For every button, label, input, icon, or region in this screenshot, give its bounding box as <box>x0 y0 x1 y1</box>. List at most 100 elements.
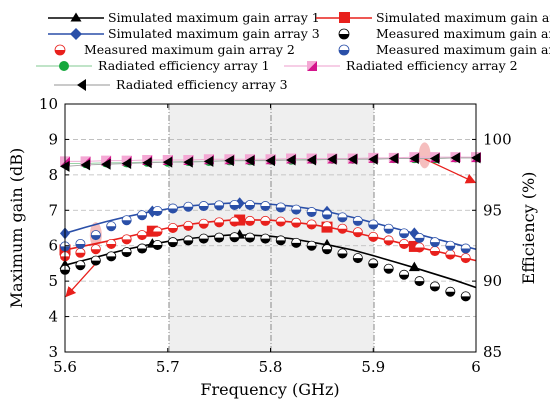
eff-marker-left-triangle <box>162 156 173 168</box>
y-left-tick-label: 4 <box>48 308 58 326</box>
legend-item-eff-3: Radiated efficiency array 3 <box>54 77 288 92</box>
eff-marker-left-triangle <box>388 153 399 165</box>
meas-marker-fill <box>183 206 193 212</box>
gridlines <box>65 139 476 317</box>
highlight-ellipse <box>418 142 431 169</box>
y-axis-right-label: Efficiency (%) <box>519 172 538 285</box>
legend-label: Simulated maximum gain array 3 <box>108 26 320 41</box>
meas-marker-fill <box>276 221 286 227</box>
meas-marker-fill <box>152 210 163 216</box>
meas-marker-fill <box>152 245 163 250</box>
eff-marker-left-triangle <box>183 156 193 168</box>
eff-marker-left-triangle <box>450 152 460 164</box>
meas-marker-fill <box>430 286 440 292</box>
legend-item-sim-2: Simulated maximum gain array 2 <box>316 10 550 25</box>
meas-marker-fill <box>214 205 224 210</box>
meas-marker-fill <box>276 240 286 245</box>
meas-marker-fill <box>291 222 301 228</box>
legend: Simulated maximum gain array 1 Simulated… <box>36 10 550 92</box>
meas-marker-fill <box>75 243 86 249</box>
legend-label: Radiated efficiency array 1 <box>98 58 270 73</box>
ticks: 5.6 5.7 5.8 5.9 6 3 4 5 6 7 8 9 10 85 90 95 100 <box>39 95 512 376</box>
eff-marker-left-triangle <box>368 153 378 165</box>
y-left-tick-label: 7 <box>48 201 58 219</box>
meas-marker-fill <box>322 226 332 231</box>
meas-marker-fill <box>399 233 409 238</box>
y-right-tick-label: 100 <box>483 130 512 148</box>
eff-marker-left-triangle <box>80 159 91 171</box>
meas-marker-fill <box>245 237 255 243</box>
meas-marker-fill <box>322 214 332 220</box>
meas-marker-fill <box>461 296 471 301</box>
meas-marker-fill <box>353 258 363 263</box>
meas-marker-fill <box>368 236 378 242</box>
y-left-tick-label: 9 <box>48 130 58 148</box>
meas-marker-fill <box>353 220 363 226</box>
sim-marker-square <box>234 214 246 226</box>
eff-marker-left-triangle <box>286 154 296 166</box>
meas-marker-fill <box>214 222 224 227</box>
eff-marker-left-triangle <box>203 155 214 167</box>
meas-marker-fill <box>384 240 394 245</box>
eff-marker-left-triangle <box>429 153 440 165</box>
meas-marker-fill <box>276 207 286 213</box>
y-right-tick-label: 95 <box>483 201 502 219</box>
meas-marker-fill <box>260 206 270 211</box>
meas-marker-fill <box>183 225 193 231</box>
legend-label: Simulated maximum gain array 1 <box>108 10 320 25</box>
eff-marker-left-triangle <box>347 153 358 165</box>
eff-marker-left-triangle <box>101 158 111 170</box>
meas-marker-fill <box>137 215 147 220</box>
x-tick-label: 5.9 <box>361 358 385 376</box>
meas-marker-fill <box>168 208 178 214</box>
eff-marker-left-triangle <box>224 155 234 167</box>
legend-item-meas-1: Measured maximum gain array 1 <box>338 26 550 41</box>
meas-marker-fill <box>414 247 425 253</box>
meas-marker-fill <box>75 265 86 270</box>
legend-item-meas-2: Measured maximum gain array 2 <box>54 42 295 57</box>
x-axis-label: Frequency (GHz) <box>200 380 339 399</box>
meas-marker-fill <box>91 249 101 254</box>
legend-label: Measured maximum gain array 1 <box>376 26 550 41</box>
meas-marker-fill <box>245 204 255 210</box>
legend-label: Radiated efficiency array 3 <box>116 77 288 92</box>
eff-marker-left-triangle <box>244 155 255 167</box>
meas-marker-fill <box>106 226 116 231</box>
meas-marker-fill <box>307 212 317 217</box>
y-left-tick-label: 10 <box>39 95 58 113</box>
legend-label: Simulated maximum gain array 2 <box>376 10 550 25</box>
legend-item-meas-3: Measured maximum gain array 3 <box>338 42 550 57</box>
meas-marker-fill <box>399 274 409 280</box>
meas-marker-fill <box>75 252 86 258</box>
legend-label: Radiated efficiency array 2 <box>346 58 518 73</box>
x-tick-label: 5.7 <box>156 358 180 376</box>
sim-marker-square <box>146 225 158 237</box>
annotation-arrow <box>65 262 97 298</box>
legend-item-eff-1: Radiated efficiency array 1 <box>36 58 270 73</box>
y-left-tick-label: 6 <box>48 237 58 255</box>
meas-marker-fill <box>199 223 209 229</box>
meas-marker-fill <box>461 258 471 263</box>
meas-marker-fill <box>414 237 425 243</box>
meas-marker-fill <box>183 240 193 245</box>
meas-marker-fill <box>353 232 363 237</box>
meas-marker-fill <box>229 204 240 210</box>
meas-marker-fill <box>399 243 409 249</box>
eff-marker-left-triangle <box>142 157 152 169</box>
meas-marker-fill <box>152 231 163 237</box>
y-axis-left-label: Maximum gain (dB) <box>7 148 26 309</box>
meas-marker-fill <box>384 228 394 234</box>
meas-marker-fill <box>199 238 209 244</box>
meas-marker-fill <box>430 251 440 256</box>
meas-marker-fill <box>260 220 270 226</box>
y-left-tick-label: 3 <box>48 343 58 361</box>
meas-marker-fill <box>229 221 240 227</box>
meas-marker-fill <box>337 217 348 222</box>
x-tick-label: 6 <box>471 358 481 376</box>
eff-marker-left-triangle <box>306 154 317 166</box>
meas-marker-fill <box>445 291 455 297</box>
legend-item-eff-2: Radiated efficiency array 2 <box>284 58 518 73</box>
meas-marker-fill <box>384 268 394 274</box>
y-right-tick-label: 85 <box>483 343 502 361</box>
